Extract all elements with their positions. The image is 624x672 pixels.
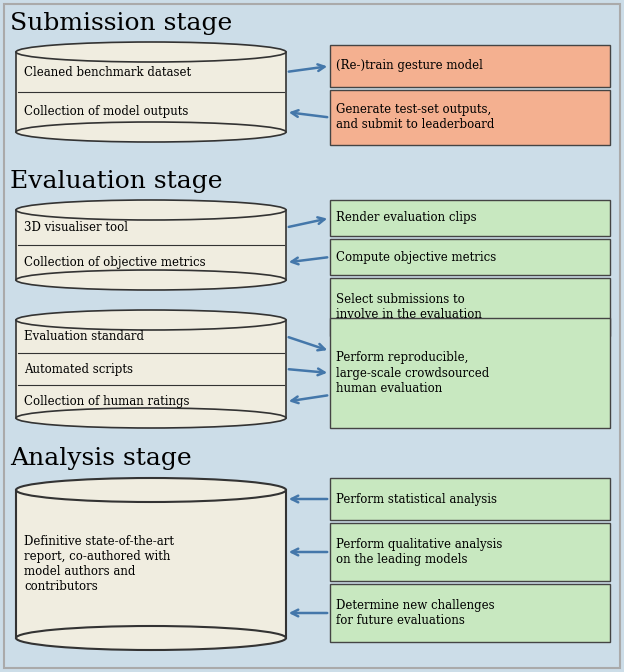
Text: Submission stage: Submission stage <box>10 12 232 35</box>
Text: Collection of model outputs: Collection of model outputs <box>24 106 188 118</box>
Text: Evaluation standard: Evaluation standard <box>24 330 144 343</box>
Text: Compute objective metrics: Compute objective metrics <box>336 251 496 263</box>
FancyBboxPatch shape <box>4 4 620 668</box>
Text: Generate test-set outputs,
and submit to leaderboard: Generate test-set outputs, and submit to… <box>336 103 494 132</box>
Text: Determine new challenges
for future evaluations: Determine new challenges for future eval… <box>336 599 495 627</box>
FancyBboxPatch shape <box>330 90 610 145</box>
FancyBboxPatch shape <box>330 584 610 642</box>
Ellipse shape <box>16 122 286 142</box>
Ellipse shape <box>16 408 286 428</box>
FancyBboxPatch shape <box>330 523 610 581</box>
FancyBboxPatch shape <box>16 490 286 638</box>
FancyBboxPatch shape <box>330 478 610 520</box>
Ellipse shape <box>16 478 286 502</box>
FancyBboxPatch shape <box>16 52 286 132</box>
Ellipse shape <box>16 42 286 62</box>
Text: Render evaluation clips: Render evaluation clips <box>336 212 477 224</box>
FancyBboxPatch shape <box>330 239 610 275</box>
Ellipse shape <box>16 626 286 650</box>
Text: Collection of human ratings: Collection of human ratings <box>24 395 190 408</box>
Text: Collection of objective metrics: Collection of objective metrics <box>24 256 206 269</box>
Text: Cleaned benchmark dataset: Cleaned benchmark dataset <box>24 65 191 79</box>
Text: Analysis stage: Analysis stage <box>10 447 192 470</box>
FancyBboxPatch shape <box>16 210 286 280</box>
FancyBboxPatch shape <box>330 200 610 236</box>
Text: (Re-)train gesture model: (Re-)train gesture model <box>336 60 483 73</box>
FancyBboxPatch shape <box>16 320 286 418</box>
Text: Perform reproducible,
large-scale crowdsourced
human evaluation: Perform reproducible, large-scale crowds… <box>336 351 489 394</box>
Text: Select submissions to
involve in the evaluation: Select submissions to involve in the eva… <box>336 293 482 321</box>
Ellipse shape <box>16 310 286 330</box>
FancyBboxPatch shape <box>330 45 610 87</box>
FancyBboxPatch shape <box>330 278 610 336</box>
FancyBboxPatch shape <box>330 318 610 428</box>
Text: Definitive state-of-the-art
report, co-authored with
model authors and
contribut: Definitive state-of-the-art report, co-a… <box>24 535 174 593</box>
Text: 3D visualiser tool: 3D visualiser tool <box>24 221 128 234</box>
Ellipse shape <box>16 200 286 220</box>
Text: Automated scripts: Automated scripts <box>24 362 133 376</box>
Text: Perform qualitative analysis
on the leading models: Perform qualitative analysis on the lead… <box>336 538 502 566</box>
Ellipse shape <box>16 270 286 290</box>
Text: Perform statistical analysis: Perform statistical analysis <box>336 493 497 505</box>
Text: Evaluation stage: Evaluation stage <box>10 170 223 193</box>
